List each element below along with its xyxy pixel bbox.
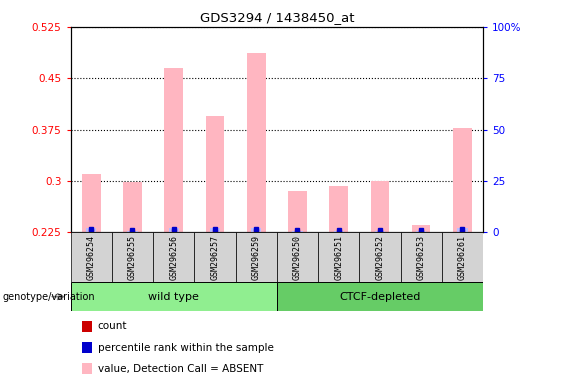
- Text: GSM296261: GSM296261: [458, 235, 467, 280]
- Text: GSM296252: GSM296252: [376, 235, 384, 280]
- Text: GSM296256: GSM296256: [170, 235, 178, 280]
- Bar: [112, 232, 153, 282]
- Text: GSM296255: GSM296255: [128, 235, 137, 280]
- Bar: [442, 232, 483, 282]
- Bar: [288, 191, 307, 232]
- Text: wild type: wild type: [148, 291, 199, 302]
- Bar: [153, 232, 194, 282]
- Text: CTCF-depleted: CTCF-depleted: [339, 291, 421, 302]
- Bar: [127, 231, 138, 232]
- Text: GSM296253: GSM296253: [417, 235, 425, 280]
- Bar: [86, 228, 97, 232]
- Bar: [210, 228, 220, 232]
- Text: genotype/variation: genotype/variation: [3, 291, 95, 302]
- Text: count: count: [98, 321, 127, 331]
- Text: GSM296259: GSM296259: [252, 235, 260, 280]
- Bar: [251, 228, 262, 232]
- Title: GDS3294 / 1438450_at: GDS3294 / 1438450_at: [199, 11, 354, 24]
- Bar: [164, 68, 183, 232]
- Bar: [292, 231, 303, 232]
- Bar: [71, 282, 277, 311]
- Bar: [194, 232, 236, 282]
- Text: GSM296254: GSM296254: [87, 235, 95, 280]
- Bar: [123, 182, 142, 232]
- Bar: [371, 181, 389, 232]
- Bar: [318, 232, 359, 282]
- Text: GSM296250: GSM296250: [293, 235, 302, 280]
- Bar: [412, 225, 431, 232]
- Text: GSM296251: GSM296251: [334, 235, 343, 280]
- Text: value, Detection Call = ABSENT: value, Detection Call = ABSENT: [98, 364, 263, 374]
- Bar: [359, 232, 401, 282]
- Bar: [82, 174, 101, 232]
- Bar: [168, 228, 179, 232]
- Bar: [277, 232, 318, 282]
- Bar: [333, 231, 344, 232]
- Bar: [71, 232, 112, 282]
- Bar: [277, 282, 483, 311]
- Bar: [416, 231, 427, 232]
- Text: percentile rank within the sample: percentile rank within the sample: [98, 343, 273, 353]
- Bar: [401, 232, 442, 282]
- Bar: [457, 228, 468, 232]
- Bar: [236, 232, 277, 282]
- Bar: [329, 187, 348, 232]
- Bar: [453, 127, 472, 232]
- Bar: [375, 231, 385, 232]
- Bar: [247, 53, 266, 232]
- Text: GSM296257: GSM296257: [211, 235, 219, 280]
- Bar: [206, 116, 224, 232]
